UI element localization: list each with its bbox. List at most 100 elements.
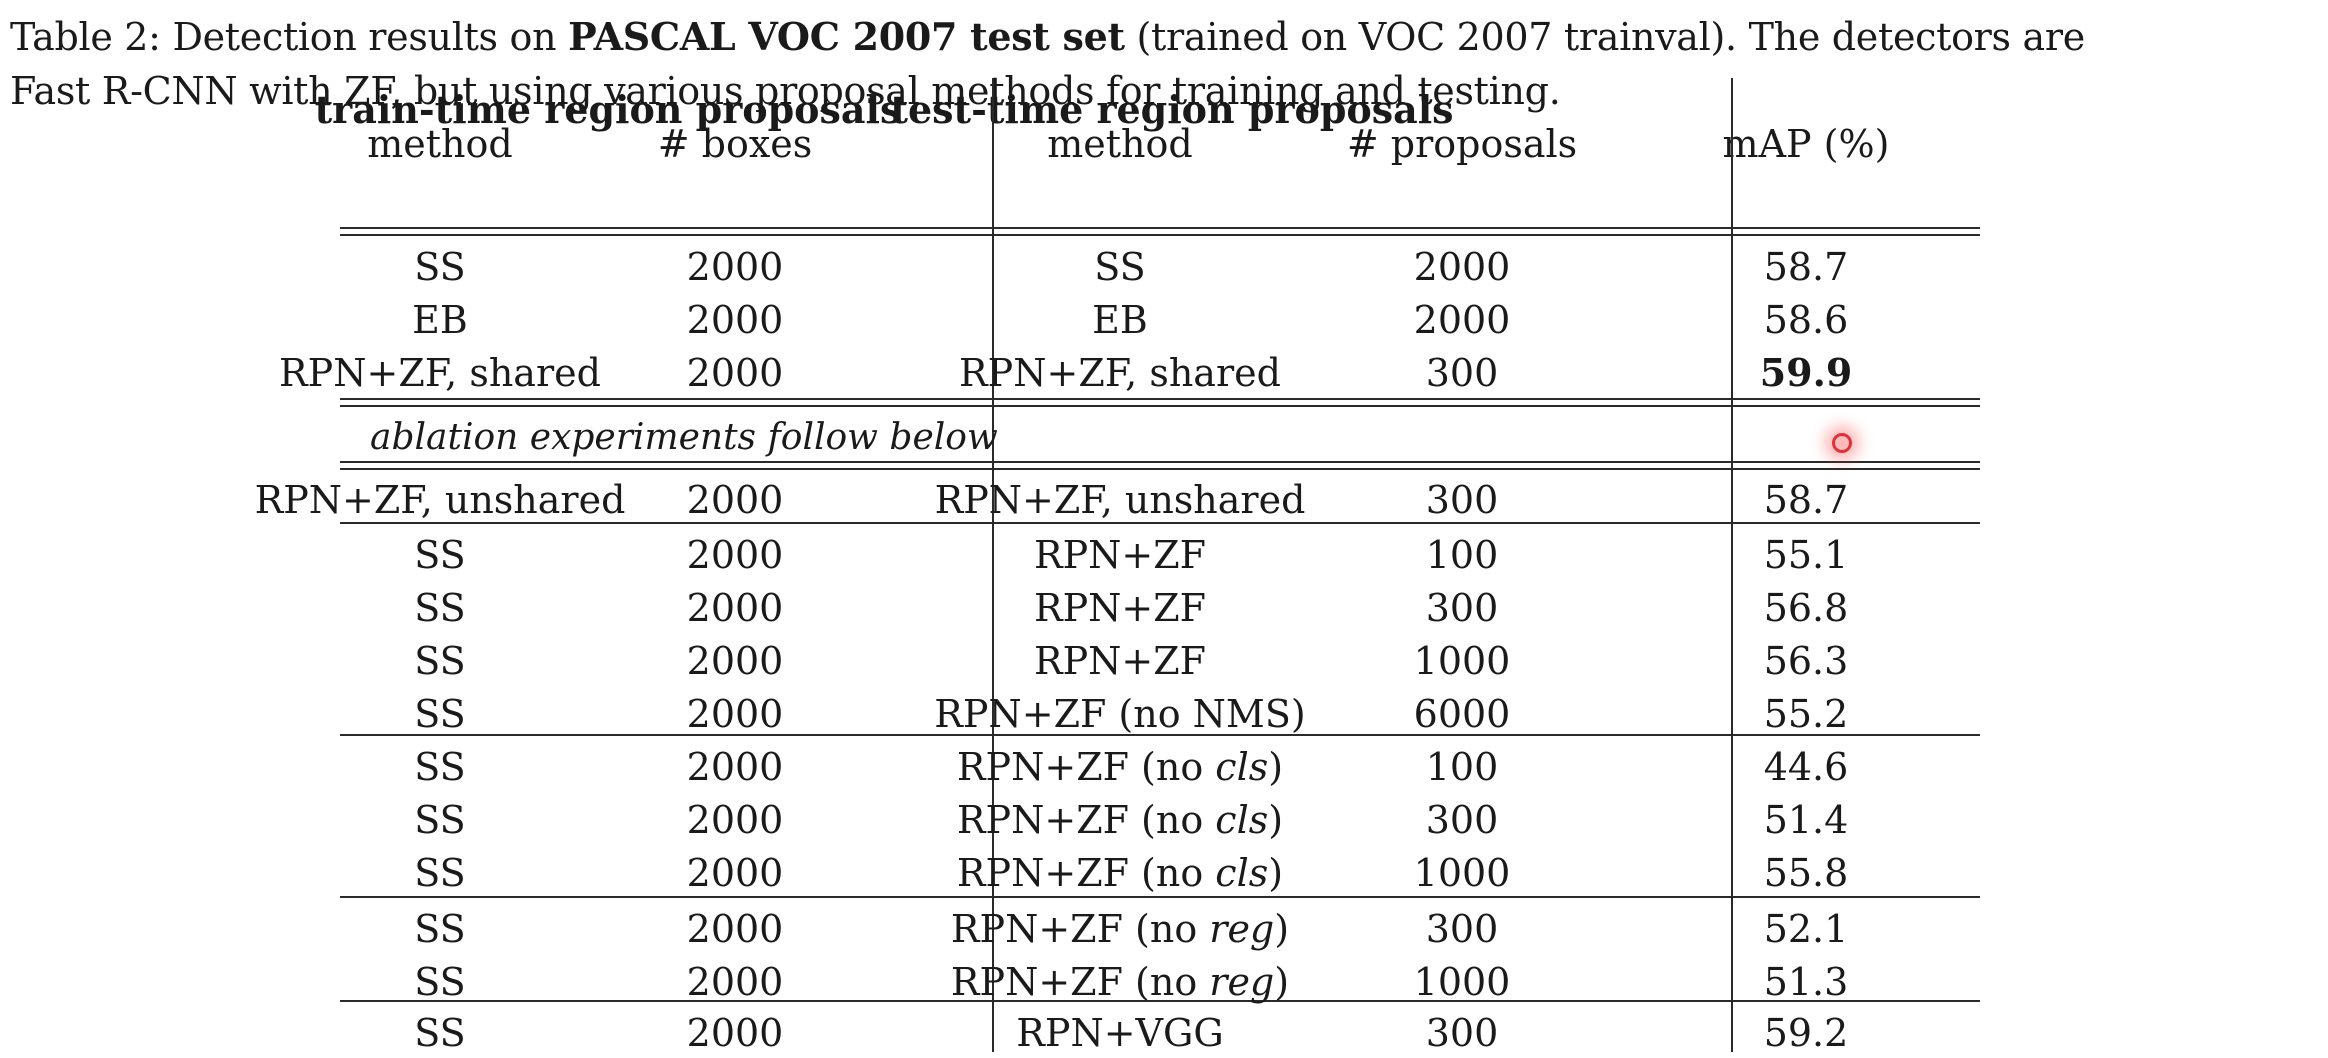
cell-train-method: SS [414, 245, 466, 289]
test-method-suffix: ) [1268, 851, 1284, 895]
cell-map: 56.8 [1763, 586, 1849, 630]
ablation-rule-3 [340, 461, 1980, 463]
test-method-suffix: ) [1274, 960, 1290, 1004]
cell-test-proposals: 300 [1425, 351, 1499, 395]
test-method-text: RPN+ZF [1033, 586, 1207, 630]
header-test-method: method [1047, 122, 1193, 166]
cell-map: 58.7 [1763, 245, 1849, 289]
cell-train-method: SS [414, 639, 466, 683]
cell-test-method: RPN+ZF [1034, 636, 1206, 686]
test-method-text: RPN+ZF (no NMS) [934, 692, 1306, 736]
test-method-text: RPN+VGG [1016, 1011, 1224, 1055]
test-method-text: EB [1092, 298, 1148, 342]
test-method-text: RPN+ZF, shared [959, 351, 1281, 395]
cell-train-boxes: 2000 [686, 478, 784, 522]
group-rule-4 [340, 1000, 1980, 1002]
cell-train-boxes: 2000 [686, 907, 784, 951]
test-method-italic: reg [1209, 960, 1275, 1004]
cell-train-method: RPN+ZF, unshared [254, 478, 626, 522]
cell-map: 55.2 [1763, 692, 1849, 736]
cell-map: 58.6 [1763, 298, 1849, 342]
cell-test-proposals: 300 [1425, 907, 1499, 951]
cell-test-method: RPN+VGG [1016, 1008, 1223, 1058]
caption-bold: PASCAL VOC 2007 test set [568, 14, 1125, 59]
cell-map: 55.1 [1763, 533, 1849, 577]
cell-train-boxes: 2000 [686, 745, 784, 789]
test-method-italic: cls [1215, 745, 1269, 789]
cell-test-proposals: 1000 [1413, 851, 1511, 895]
cell-map: 59.2 [1763, 1011, 1849, 1055]
cell-test-proposals: 100 [1425, 533, 1499, 577]
cell-train-method: SS [414, 533, 466, 577]
cell-test-proposals: 2000 [1413, 298, 1511, 342]
cell-test-method: RPN+ZF (no reg) [951, 957, 1289, 1007]
group-rule-2 [340, 734, 1980, 736]
cell-train-boxes: 2000 [686, 798, 784, 842]
caption-line-1: Table 2: Detection results on PASCAL VOC… [10, 14, 2085, 59]
group-rule-3 [340, 896, 1980, 898]
cell-test-proposals: 100 [1425, 745, 1499, 789]
group-rule-1 [340, 522, 1980, 524]
test-method-suffix: ) [1274, 907, 1290, 951]
header-test-proposals: # proposals [1346, 122, 1578, 166]
caption-line-2: Fast R-CNN with ZF, but using various pr… [10, 69, 1561, 113]
cell-train-boxes: 2000 [686, 298, 784, 342]
test-method-suffix: ) [1268, 798, 1284, 842]
cell-test-method: RPN+ZF (no reg) [951, 904, 1289, 954]
cell-train-boxes: 2000 [686, 692, 784, 736]
cell-test-proposals: 300 [1425, 586, 1499, 630]
cell-map: 55.8 [1763, 851, 1849, 895]
header-map: mAP (%) [1722, 122, 1890, 166]
results-table: train-time region proposals test-time re… [255, 78, 1980, 1055]
cell-train-boxes: 2000 [686, 245, 784, 289]
cell-map: 56.3 [1763, 639, 1849, 683]
cell-test-method: RPN+ZF [1034, 583, 1206, 633]
ablation-rule-4 [340, 468, 1980, 470]
cell-train-method: SS [414, 798, 466, 842]
test-method-suffix: ) [1268, 745, 1284, 789]
cell-test-proposals: 1000 [1413, 960, 1511, 1004]
cell-test-method: RPN+ZF, shared [959, 348, 1281, 398]
cell-test-method: RPN+ZF [1034, 530, 1206, 580]
cell-test-proposals: 300 [1425, 1011, 1499, 1055]
cell-train-method: SS [414, 960, 466, 1004]
cell-train-method: EB [412, 298, 468, 342]
test-method-text: RPN+ZF [1033, 639, 1207, 683]
test-method-italic: cls [1215, 798, 1269, 842]
header-train-boxes: # boxes [657, 122, 813, 166]
cell-test-proposals: 300 [1425, 478, 1499, 522]
cell-test-proposals: 2000 [1413, 245, 1511, 289]
ablation-rule-2 [340, 405, 1980, 407]
vertical-rule-1 [992, 78, 994, 1052]
cell-map: 52.1 [1763, 907, 1849, 951]
cell-train-boxes: 2000 [686, 351, 784, 395]
cell-map: 51.4 [1763, 798, 1849, 842]
cell-map: 59.9 [1759, 350, 1853, 395]
cell-train-boxes: 2000 [686, 851, 784, 895]
header-rule-bottom [340, 234, 1980, 236]
cell-test-method: RPN+ZF, unshared [935, 475, 1306, 525]
cell-train-method: SS [414, 1011, 466, 1055]
cell-train-method: RPN+ZF, shared [279, 351, 601, 395]
cell-train-boxes: 2000 [686, 586, 784, 630]
cell-test-method: RPN+ZF (no cls) [957, 795, 1283, 845]
ablation-rule-1 [340, 398, 1980, 400]
cell-train-method: SS [414, 907, 466, 951]
test-method-text: RPN+ZF [1033, 533, 1207, 577]
cell-train-method: SS [414, 851, 466, 895]
test-method-text: RPN+ZF (no [956, 851, 1216, 895]
header-rule-top [340, 227, 1980, 229]
test-method-text: RPN+ZF (no [950, 907, 1210, 951]
cell-train-method: SS [414, 586, 466, 630]
header-train-method: method [367, 122, 513, 166]
test-method-italic: reg [1209, 907, 1275, 951]
cell-test-proposals: 1000 [1413, 639, 1511, 683]
cell-map: 58.7 [1763, 478, 1849, 522]
cell-test-method: RPN+ZF (no cls) [957, 848, 1283, 898]
cell-map: 51.3 [1763, 960, 1849, 1004]
cell-train-boxes: 2000 [686, 639, 784, 683]
pointer-indicator [1832, 433, 1852, 453]
test-method-text: SS [1094, 245, 1146, 289]
test-method-text: RPN+ZF (no [956, 798, 1216, 842]
cell-test-proposals: 300 [1425, 798, 1499, 842]
